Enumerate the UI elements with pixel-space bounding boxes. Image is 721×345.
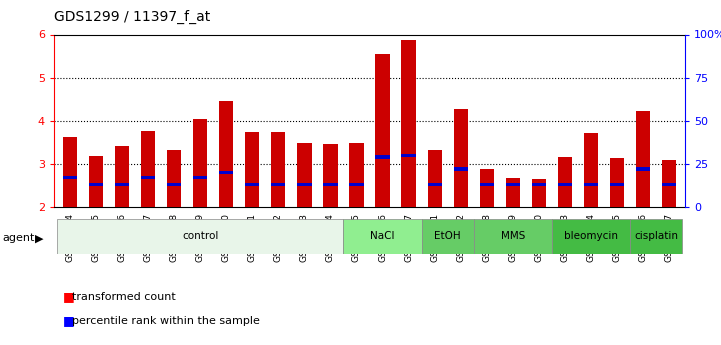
Bar bbox=[474, 219, 552, 254]
Bar bbox=[167, 150, 181, 207]
Bar bbox=[479, 183, 494, 186]
Bar bbox=[245, 131, 260, 207]
Bar bbox=[63, 137, 77, 207]
Bar bbox=[297, 183, 311, 186]
Bar bbox=[343, 219, 422, 254]
Text: EtOH: EtOH bbox=[435, 231, 461, 241]
Text: ▶: ▶ bbox=[35, 234, 43, 244]
Bar bbox=[552, 219, 630, 254]
Bar bbox=[636, 111, 650, 207]
Bar bbox=[193, 119, 207, 207]
Bar bbox=[532, 183, 546, 186]
Bar bbox=[349, 143, 363, 207]
Text: percentile rank within the sample: percentile rank within the sample bbox=[72, 316, 260, 326]
Text: cisplatin: cisplatin bbox=[634, 231, 678, 241]
Bar bbox=[454, 167, 468, 171]
Bar bbox=[558, 157, 572, 207]
Bar bbox=[636, 167, 650, 171]
Text: GDS1299 / 11397_f_at: GDS1299 / 11397_f_at bbox=[54, 10, 211, 24]
Bar bbox=[428, 183, 442, 186]
Bar bbox=[115, 183, 129, 186]
Bar bbox=[63, 176, 77, 179]
Bar bbox=[402, 154, 416, 157]
Bar bbox=[89, 156, 103, 207]
Text: NaCl: NaCl bbox=[371, 231, 395, 241]
Text: control: control bbox=[182, 231, 218, 241]
Bar bbox=[115, 146, 129, 207]
Bar bbox=[141, 176, 155, 179]
Bar bbox=[558, 183, 572, 186]
Bar bbox=[141, 131, 155, 207]
Bar bbox=[376, 54, 390, 207]
Bar bbox=[323, 144, 337, 207]
Bar bbox=[402, 40, 416, 207]
Bar bbox=[271, 132, 286, 207]
Bar bbox=[57, 219, 343, 254]
Bar bbox=[662, 183, 676, 186]
Bar bbox=[505, 178, 520, 207]
Bar bbox=[428, 150, 442, 207]
Bar bbox=[505, 183, 520, 186]
Bar bbox=[422, 219, 474, 254]
Text: transformed count: transformed count bbox=[72, 292, 176, 302]
Bar bbox=[89, 183, 103, 186]
Bar bbox=[610, 183, 624, 186]
Bar bbox=[167, 183, 181, 186]
Bar bbox=[245, 183, 260, 186]
Bar bbox=[479, 169, 494, 207]
Text: bleomycin: bleomycin bbox=[564, 231, 618, 241]
Bar bbox=[584, 183, 598, 186]
Bar bbox=[584, 133, 598, 207]
Bar bbox=[323, 183, 337, 186]
Bar bbox=[297, 143, 311, 207]
Bar bbox=[219, 171, 234, 174]
Text: ■: ■ bbox=[63, 290, 74, 303]
Text: ■: ■ bbox=[63, 314, 74, 327]
Bar bbox=[349, 183, 363, 186]
Bar bbox=[219, 101, 234, 207]
Bar bbox=[532, 179, 546, 207]
Bar bbox=[271, 183, 286, 186]
Bar bbox=[454, 109, 468, 207]
Bar bbox=[193, 176, 207, 179]
Bar bbox=[662, 159, 676, 207]
Text: agent: agent bbox=[2, 233, 35, 243]
Bar bbox=[610, 158, 624, 207]
Bar bbox=[376, 155, 390, 159]
Text: MMS: MMS bbox=[500, 231, 525, 241]
Bar bbox=[630, 219, 682, 254]
